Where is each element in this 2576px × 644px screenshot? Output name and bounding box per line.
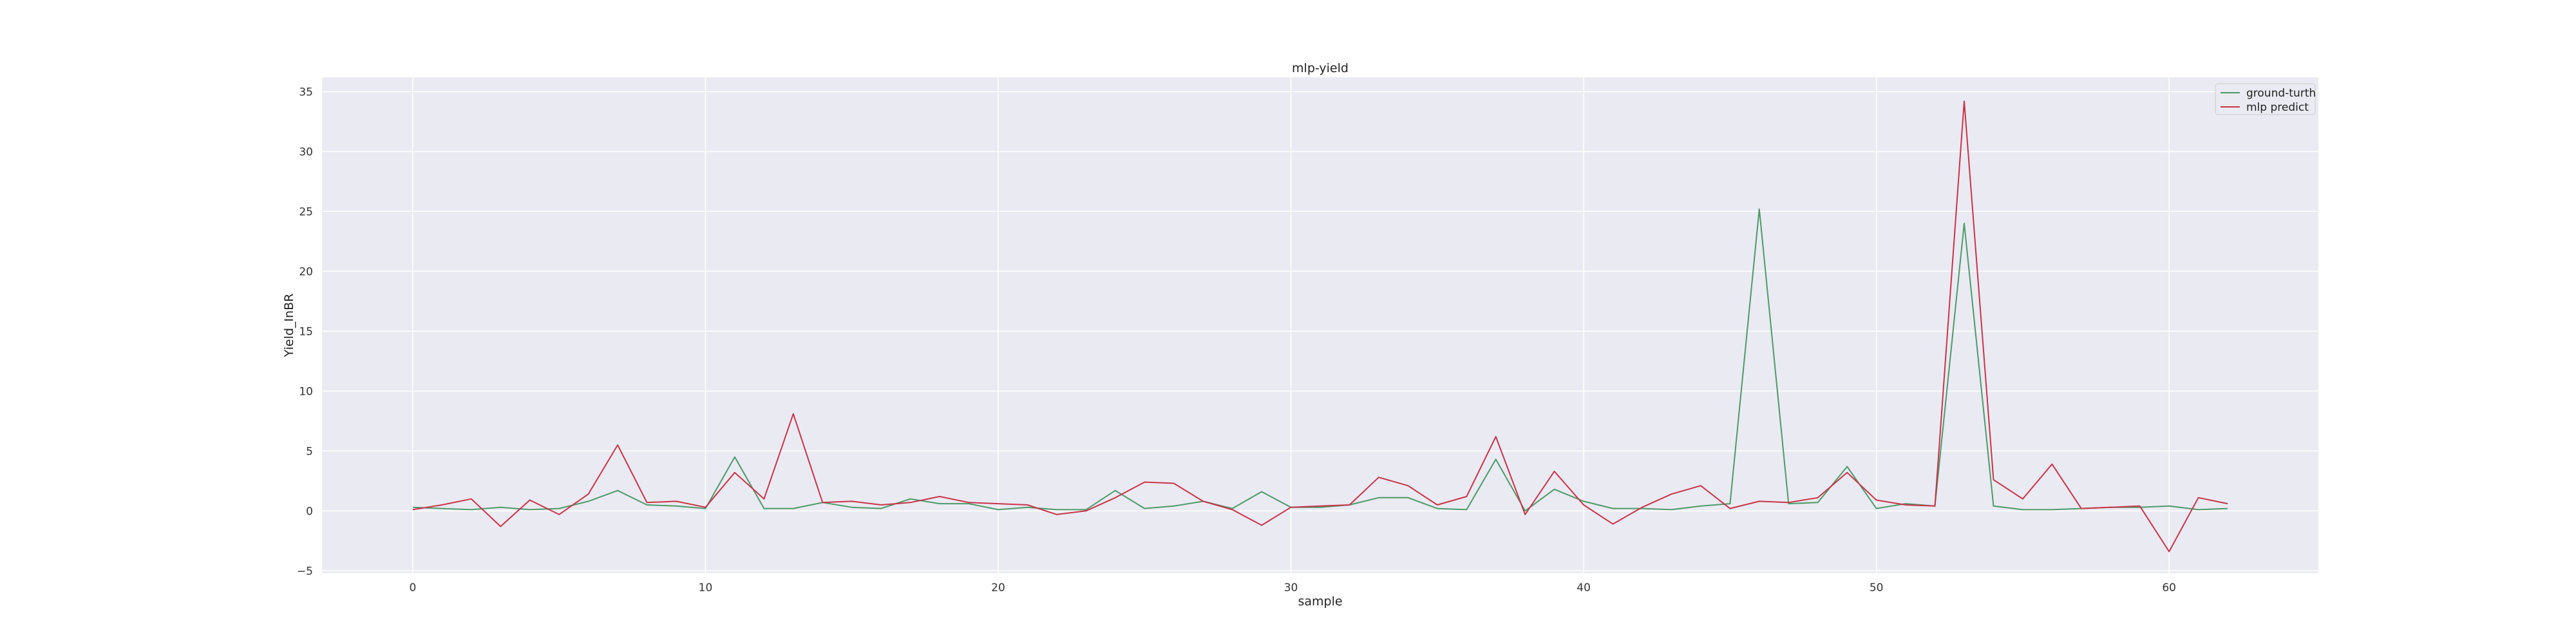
x-tick-label: 30 <box>1284 582 1298 594</box>
y-tick-label: 20 <box>299 265 313 278</box>
legend-box <box>2215 83 2316 115</box>
y-axis-label: Yield_InBR <box>282 294 296 358</box>
y-tick-label: 30 <box>299 146 313 158</box>
y-tick-label: 10 <box>299 385 313 398</box>
x-tick-label: 20 <box>991 582 1005 594</box>
y-tick-label: 5 <box>306 445 313 458</box>
x-axis-label: sample <box>1298 594 1342 609</box>
legend: ground-turth mlp predict <box>2215 83 2316 115</box>
y-tick-label: −5 <box>297 565 313 578</box>
x-tick-label: 40 <box>1577 582 1591 594</box>
legend-label-mlp-predict: mlp predict <box>2246 101 2309 114</box>
grid-lines <box>322 77 2318 573</box>
plot-background <box>322 77 2318 573</box>
x-tick-label: 50 <box>1870 582 1884 594</box>
series-line-mlp-predict <box>412 100 2228 553</box>
y-tick-label: 0 <box>306 505 313 518</box>
y-tick-label: 25 <box>299 205 313 218</box>
legend-label-ground-turth: ground-turth <box>2246 87 2316 100</box>
y-tick-label: 35 <box>299 86 313 99</box>
x-tick-label: 10 <box>699 582 713 594</box>
y-axis-ticks: −5 0 5 10 15 20 25 30 35 <box>297 86 313 578</box>
y-tick-label: 15 <box>299 325 313 338</box>
x-tick-label: 60 <box>2162 582 2176 594</box>
x-tick-label: 0 <box>409 582 416 594</box>
series-layer <box>412 100 2228 553</box>
x-axis-ticks: 0 10 20 30 40 50 60 <box>409 582 2176 594</box>
chart-title: mlp-yield <box>1292 61 1349 75</box>
